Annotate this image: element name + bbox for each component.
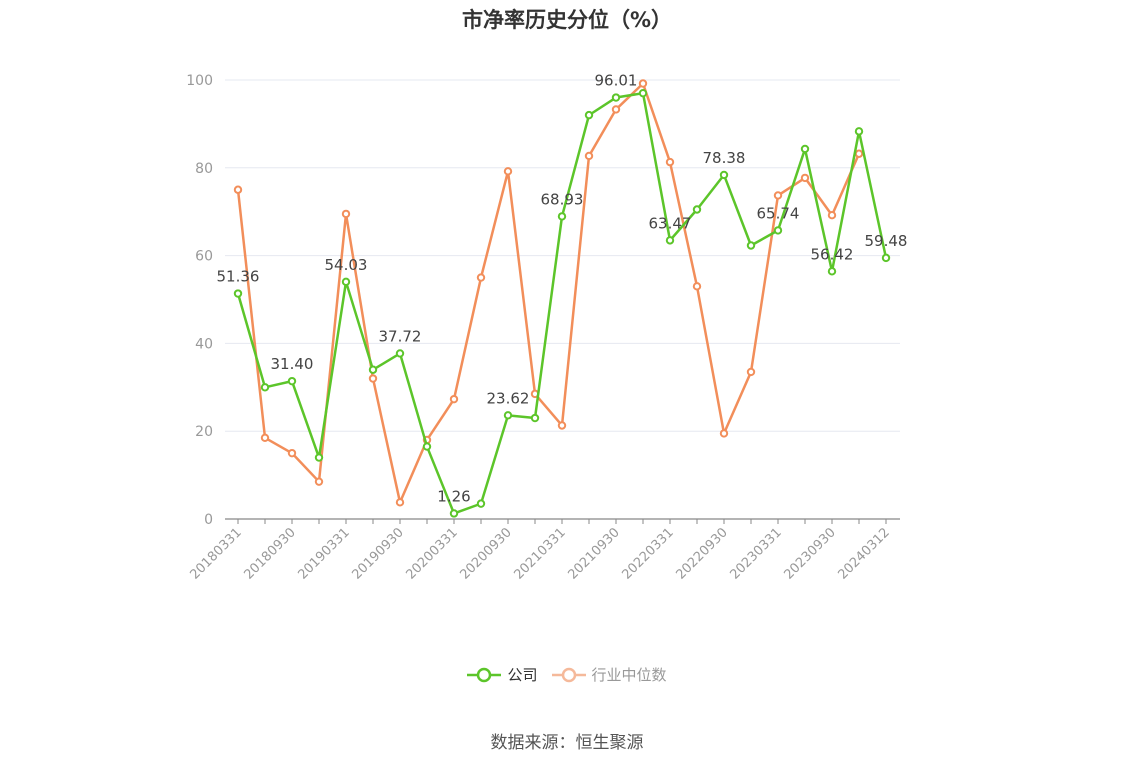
y-tick-label: 0: [204, 512, 213, 528]
x-tick-label: 20220930: [673, 525, 730, 582]
industry-point: [287, 448, 297, 458]
legend-label-industry: 行业中位数: [591, 666, 667, 684]
company-line: [236, 91, 888, 515]
data-label: 56.42: [811, 245, 854, 263]
industry-point: [827, 211, 837, 220]
industry-point: [395, 498, 405, 507]
company-point: [584, 110, 594, 120]
legend-industry-line-icon: [551, 667, 586, 682]
industry-point: [557, 421, 567, 430]
industry-point: [800, 173, 810, 183]
series-company: [233, 88, 891, 518]
data-label: 1.26: [437, 487, 470, 505]
x-tick-label: 20190331: [295, 525, 352, 582]
x-tick-label: 20220331: [619, 525, 676, 582]
data-label: 51.36: [217, 268, 260, 286]
company-point: [422, 442, 432, 451]
industry-point: [611, 105, 621, 114]
industry-point: [773, 191, 783, 200]
industry-line: [236, 82, 861, 504]
legend-item-industry[interactable]: 行业中位数: [551, 664, 667, 685]
data-label: 54.03: [325, 256, 368, 274]
company-point: [449, 509, 459, 518]
company-point: [368, 365, 378, 374]
industry-point: [260, 433, 270, 442]
x-tick-label: 20180331: [187, 525, 244, 582]
company-point: [800, 144, 810, 154]
industry-point: [665, 157, 675, 167]
data-label: 23.62: [487, 389, 530, 407]
company-point: [638, 88, 648, 98]
x-tick-label: 20200331: [403, 525, 460, 582]
company-point: [692, 205, 702, 214]
data-label: 63.47: [649, 214, 692, 232]
industry-point: [341, 209, 351, 219]
company-point: [314, 453, 324, 462]
data-label: 78.38: [703, 149, 746, 167]
x-tick-label: 20210331: [511, 525, 568, 582]
x-tick-label: 20180930: [241, 525, 298, 582]
company-point: [611, 93, 621, 102]
data-label: 59.48: [865, 232, 908, 250]
industry-point: [692, 282, 702, 291]
x-tick-label: 20190930: [349, 525, 406, 582]
company-point: [503, 411, 513, 420]
industry-point: [476, 273, 486, 282]
data-labels: 51.36 31.40 54.03 37.72 1.26 23.62 68.93 96.01 6…: [217, 72, 908, 506]
legend-item-company[interactable]: 公司: [467, 664, 538, 685]
industry-point: [638, 79, 648, 88]
company-point: [773, 226, 783, 235]
company-point: [260, 383, 270, 392]
company-point: [746, 241, 756, 250]
y-axis-ticks: 0 20 40 60 80 100: [186, 73, 213, 528]
data-source: 数据来源：恒生聚源: [490, 733, 644, 753]
y-tick-label: 80: [195, 161, 213, 177]
x-tick-label: 20200930: [457, 525, 514, 582]
data-label: 96.01: [595, 72, 638, 90]
company-point: [287, 376, 297, 386]
industry-point: [719, 429, 729, 438]
y-tick-label: 100: [186, 73, 213, 89]
industry-point: [503, 167, 513, 176]
x-tick-label: 20230930: [781, 525, 838, 582]
series-industry: [233, 79, 864, 507]
company-point: [881, 253, 891, 263]
industry-point: [584, 151, 594, 161]
industry-point: [233, 185, 243, 194]
company-point: [476, 499, 486, 508]
data-label: 65.74: [757, 204, 800, 222]
company-point: [395, 349, 405, 358]
company-point: [665, 236, 675, 245]
x-tick-label: 20240312: [835, 525, 892, 582]
y-tick-label: 60: [195, 249, 213, 265]
industry-point: [854, 149, 864, 158]
legend-label-company: 公司: [507, 666, 538, 684]
x-tick-label: 20230331: [727, 525, 784, 582]
y-tick-label: 20: [195, 424, 213, 440]
company-point: [530, 413, 540, 423]
industry-point: [368, 374, 378, 383]
y-tick-label: 40: [195, 336, 213, 352]
x-tick-label: 20210930: [565, 525, 622, 582]
company-point: [827, 267, 837, 276]
chart-title: 市净率历史分位（%）: [461, 8, 673, 32]
x-axis: 2018033120180930201903312019093020200331…: [187, 518, 900, 583]
data-label: 31.40: [271, 355, 314, 373]
legend: 公司 行业中位数: [0, 664, 1134, 685]
data-label: 37.72: [379, 327, 422, 345]
company-point: [557, 212, 567, 221]
industry-point: [314, 477, 324, 486]
industry-point: [746, 367, 756, 377]
company-point: [854, 127, 864, 136]
data-label: 68.93: [541, 190, 584, 208]
company-point: [233, 289, 243, 298]
company-point: [341, 277, 351, 287]
company-point: [719, 170, 729, 180]
industry-point: [449, 394, 459, 404]
legend-company-line-icon: [467, 667, 502, 682]
